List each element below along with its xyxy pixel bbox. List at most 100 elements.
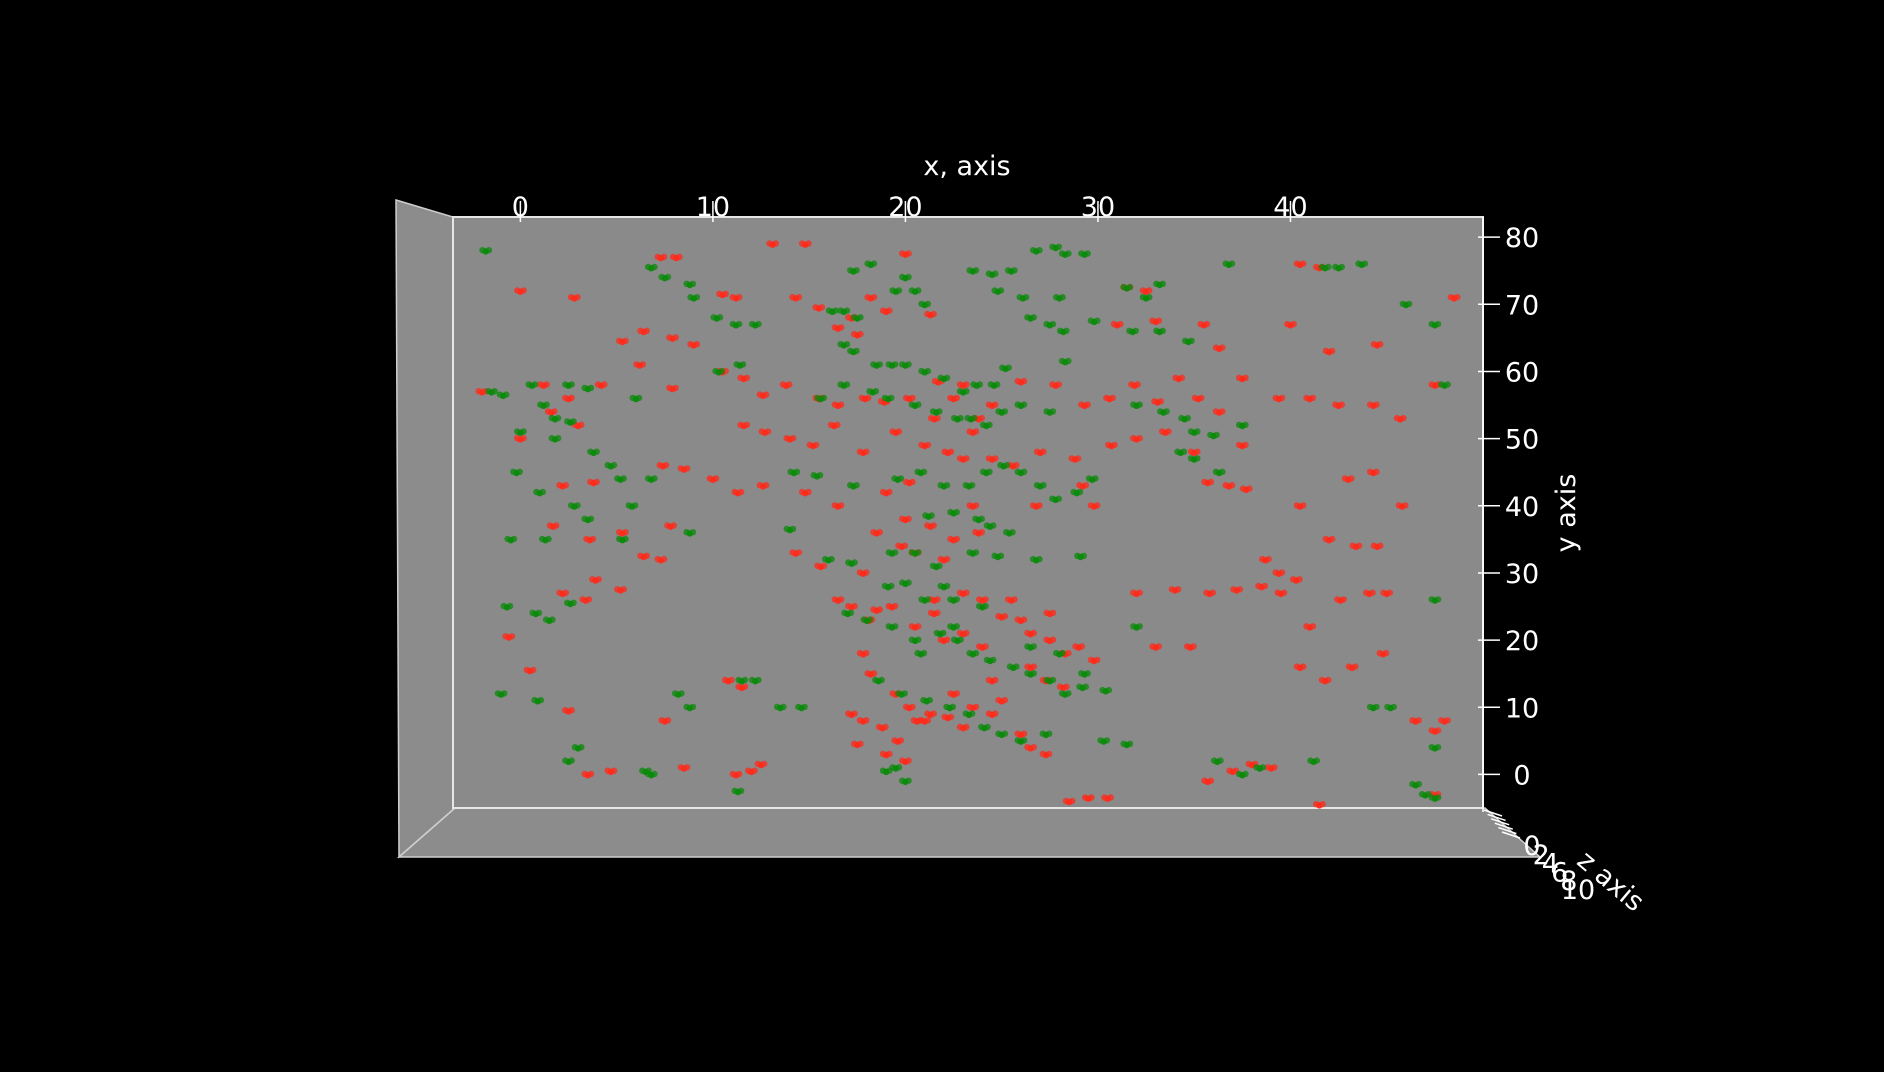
data-point xyxy=(924,367,932,375)
data-point xyxy=(838,401,845,408)
data-point xyxy=(905,250,912,257)
data-point xyxy=(1020,737,1028,744)
data-point xyxy=(763,391,770,398)
data-point xyxy=(1180,448,1188,455)
data-point xyxy=(585,596,593,603)
data-point xyxy=(1136,435,1143,442)
data-point xyxy=(510,535,518,543)
data-point xyxy=(1329,347,1336,355)
data-point xyxy=(1136,401,1143,408)
data-point xyxy=(818,304,826,311)
data-point xyxy=(895,287,903,294)
data-point xyxy=(947,713,955,721)
data-point xyxy=(595,576,602,583)
data-point xyxy=(643,552,650,559)
data-point xyxy=(508,633,516,640)
data-point xyxy=(1049,320,1057,328)
data-point xyxy=(982,602,989,610)
data-point xyxy=(737,787,745,794)
data-point xyxy=(917,717,924,724)
data-point xyxy=(963,723,970,731)
data-point xyxy=(1434,727,1442,734)
data-point xyxy=(1084,401,1091,408)
data-point xyxy=(882,723,889,731)
data-point xyxy=(1159,280,1167,287)
data-point xyxy=(1390,703,1398,711)
data-point xyxy=(1020,616,1028,623)
data-point xyxy=(772,240,779,247)
data-point xyxy=(1036,555,1043,563)
data-point xyxy=(1063,683,1070,690)
data-point xyxy=(870,260,878,267)
z-tick-label: 10 xyxy=(1561,875,1595,906)
data-point xyxy=(813,441,820,449)
data-point xyxy=(978,515,985,522)
data-point xyxy=(1352,663,1359,670)
data-point xyxy=(1213,431,1220,439)
data-point xyxy=(915,287,922,294)
data-point xyxy=(1217,757,1224,764)
data-point xyxy=(1178,374,1186,381)
data-point xyxy=(892,602,899,610)
data-point xyxy=(736,770,743,778)
data-point xyxy=(863,448,870,455)
data-point xyxy=(857,740,864,747)
y-tick-label: 80 xyxy=(1505,223,1539,254)
data-point xyxy=(1190,643,1197,650)
data-point xyxy=(1338,263,1346,271)
data-point xyxy=(992,710,999,717)
data-point xyxy=(1300,260,1307,267)
data-point xyxy=(1319,801,1326,808)
data-point xyxy=(1084,250,1091,257)
scatter-points xyxy=(475,240,1461,809)
data-point xyxy=(963,388,970,395)
data-point xyxy=(857,314,864,321)
data-point xyxy=(1271,764,1278,771)
data-point xyxy=(1103,737,1111,744)
data-point xyxy=(924,717,932,724)
y-tick-label: 10 xyxy=(1505,693,1539,724)
data-point xyxy=(574,294,581,301)
data-point xyxy=(635,394,643,402)
data-point xyxy=(1049,636,1057,643)
data-point xyxy=(1109,394,1116,402)
data-point xyxy=(1373,401,1380,408)
data-point xyxy=(622,529,629,536)
data-point xyxy=(1005,364,1012,371)
data-point xyxy=(780,703,787,711)
data-point xyxy=(1084,670,1091,677)
data-point xyxy=(549,616,556,623)
z-tick-label: 6 xyxy=(1551,857,1568,888)
data-point xyxy=(1386,589,1394,596)
data-point xyxy=(1020,401,1028,408)
data-point xyxy=(1059,294,1066,301)
data-point xyxy=(1036,247,1043,254)
data-point xyxy=(930,522,937,529)
z-tick-label: 8 xyxy=(1560,866,1577,897)
data-point xyxy=(1246,485,1253,492)
data-point xyxy=(651,263,658,271)
data-point xyxy=(645,767,652,774)
data-point xyxy=(684,764,691,771)
data-point xyxy=(751,767,758,774)
data-point xyxy=(1309,623,1317,630)
data-point xyxy=(1055,381,1063,388)
data-point xyxy=(1094,502,1101,509)
data-point xyxy=(1020,730,1028,737)
data-point xyxy=(1415,717,1423,724)
data-point xyxy=(1444,717,1451,724)
data-point xyxy=(1105,686,1113,694)
data-point xyxy=(905,777,912,784)
data-point xyxy=(972,428,980,435)
data-point xyxy=(672,384,679,392)
data-point xyxy=(953,623,960,630)
data-point xyxy=(1434,320,1442,328)
data-point xyxy=(1300,502,1307,509)
data-point xyxy=(1065,690,1072,697)
data-point xyxy=(1434,596,1442,603)
data-point xyxy=(1329,535,1336,543)
data-point xyxy=(838,596,845,603)
data-point xyxy=(886,307,893,314)
data-point xyxy=(992,270,999,277)
data-point xyxy=(643,327,650,334)
